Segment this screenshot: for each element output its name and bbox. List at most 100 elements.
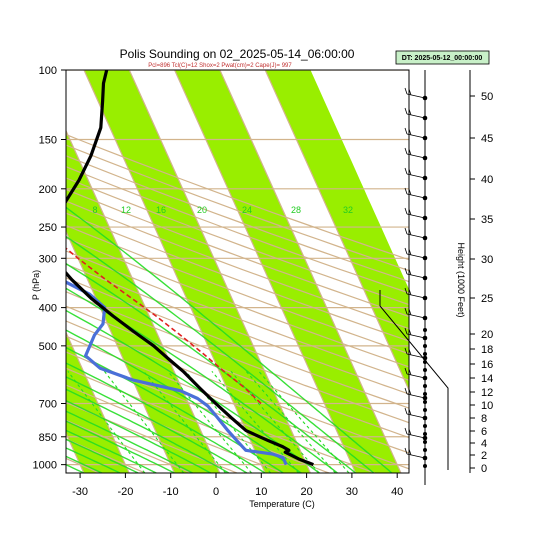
y-tick-label: 300 (39, 253, 57, 265)
height-tick-label: 14 (481, 373, 493, 385)
wind-barb-column (379, 70, 449, 485)
temperature-profile (66, 70, 314, 467)
x-tick-label: -20 (117, 486, 133, 498)
wind-barb-flag (408, 168, 412, 176)
wind-barb-flag (404, 107, 408, 115)
plot-area: 8 12 16 20 24 28 32 (66, 70, 409, 473)
dry-adiabat (66, 200, 409, 330)
mixing-ratio-label: 8 (92, 205, 97, 215)
wind-barb-staff (406, 293, 426, 299)
wind-barb-staff (406, 453, 426, 459)
wind-barb-flag (408, 288, 412, 296)
wind-barb-staff (406, 233, 426, 239)
moist-adiabat (66, 388, 230, 473)
wind-barb-flag (404, 407, 408, 415)
wind-barb-flag (404, 387, 408, 395)
wind-barb-staff (406, 413, 426, 419)
height-tick-label: 6 (481, 426, 487, 438)
mixing-ratio-label: 32 (343, 205, 353, 215)
wind-barb-staff (406, 113, 426, 119)
mixing-ratio-line (103, 370, 185, 473)
wind-barb-flag (408, 388, 412, 396)
moist-adiabat (66, 420, 175, 473)
date-badge-text: DT: 2025-05-12_00:00:00 (402, 55, 483, 62)
height-tick-label: 40 (481, 174, 493, 186)
dewpoint-profile (66, 279, 288, 466)
wind-profile-trace (379, 290, 449, 470)
moist-adiabat (66, 376, 248, 473)
wind-barb-flag (408, 208, 412, 216)
wind-barb-staff (406, 393, 426, 399)
height-tick-label: 18 (481, 344, 493, 356)
height-tick-label: 16 (481, 359, 493, 371)
x-tick-label: 10 (255, 486, 267, 498)
moist-adiabat (66, 362, 266, 473)
x-tick-label: -30 (72, 486, 88, 498)
wind-level-dot (423, 432, 427, 436)
dry-adiabat (66, 401, 238, 473)
wind-barb-staff (406, 93, 426, 99)
wind-level-dot (423, 456, 427, 460)
dry-adiabat (66, 335, 409, 470)
mixing-ratio-label: 24 (242, 205, 252, 215)
wind-barb-flag (408, 188, 412, 196)
moist-adiabat (66, 329, 302, 473)
height-tick-label: 12 (481, 387, 493, 399)
x-axis-label: Temperature (C) (249, 499, 315, 509)
parcel-path (66, 247, 262, 405)
isotherm-line (264, 70, 409, 392)
wind-barb-staff (406, 333, 426, 339)
isotherm-band (174, 70, 401, 473)
isotherm-line (83, 70, 266, 473)
y-tick-label: 1000 (33, 460, 57, 472)
dry-adiabat (66, 188, 409, 318)
dry-adiabat (66, 367, 330, 473)
y-tick-label: 400 (39, 303, 57, 315)
wind-barb-flag (408, 268, 412, 276)
dry-adiabat (66, 305, 409, 439)
wind-barb-flag (408, 368, 412, 376)
wind-level-dot (423, 384, 427, 388)
wind-level-dot (423, 416, 427, 420)
y-tick-label: 250 (39, 222, 57, 234)
height-tick-label: 35 (481, 214, 493, 226)
wind-level-dot (423, 352, 427, 356)
mixing-ratio-line (67, 370, 146, 473)
mixing-ratio-label: 20 (197, 205, 207, 215)
dry-adiabat (66, 133, 409, 261)
dry-adiabat (66, 277, 409, 409)
x-tick-label: 20 (300, 486, 312, 498)
wind-level-dot (423, 424, 427, 428)
wind-level-dot (423, 464, 427, 468)
x-tick-label: 0 (213, 486, 219, 498)
height-tick-label: 4 (481, 438, 487, 450)
wind-barb-flag (408, 108, 412, 116)
wind-barb-flag (404, 207, 408, 215)
wind-level-dot (423, 336, 427, 340)
wind-barb-flag (408, 308, 412, 316)
isotherm-band (84, 70, 311, 473)
height-tick-label: 8 (481, 413, 487, 425)
wind-barb-flag (404, 267, 408, 275)
dry-adiabat (66, 384, 284, 473)
wind-barb-flag (408, 128, 412, 136)
wind-barb-staff (406, 313, 426, 319)
wind-barb-flag (404, 307, 408, 315)
dry-adiabat (66, 263, 409, 395)
wind-barb-flag (404, 347, 408, 355)
wind-barb-staff (406, 273, 426, 279)
wind-barb-flag (404, 167, 408, 175)
chart-subtitle: Pcl=896 Tcl(C)=12 Shox=2 Pwat(cm)=2 Cape… (148, 63, 292, 69)
height-axis-label: Height (1000 Feet) (456, 242, 466, 317)
wind-level-dot (423, 376, 427, 380)
moist-adiabat (66, 410, 193, 473)
date-badge: DT: 2025-05-12_00:00:00 (395, 50, 490, 65)
wind-level-dot (423, 440, 427, 444)
wind-barb-flag (404, 427, 408, 435)
mixing-ratio-label: 12 (121, 205, 131, 215)
dry-adiabat (66, 224, 409, 355)
y-tick-label: 200 (39, 184, 57, 196)
wind-barb-flag (408, 228, 412, 236)
